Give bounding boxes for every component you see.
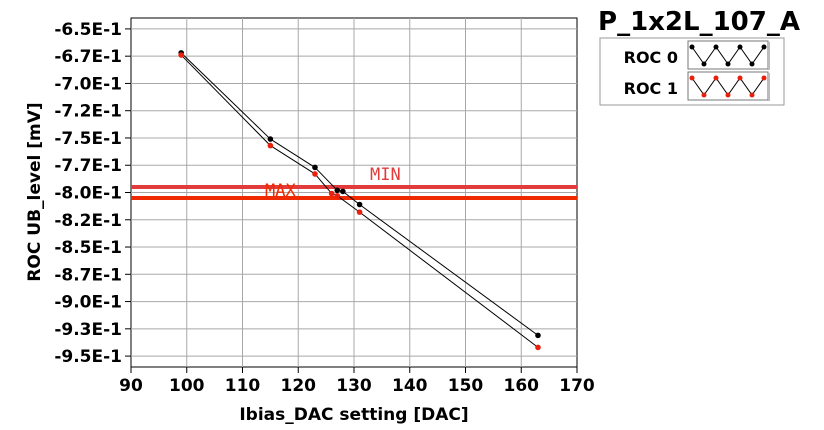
- x-tick-label: 130: [336, 376, 372, 396]
- legend-swatch-point-1: [701, 92, 707, 98]
- series-0-point: [334, 187, 341, 194]
- x-axis: 90 100 110 120 130 140 150 160 170: [119, 367, 595, 396]
- chart-title: P_1x2L_107_A: [598, 7, 800, 37]
- legend-swatch-point-0: [761, 44, 767, 50]
- legend-swatch-point-1: [689, 75, 695, 81]
- x-tick-label: 90: [119, 376, 143, 396]
- x-tick-label: 160: [504, 376, 540, 396]
- series-0-segment: [359, 204, 539, 336]
- series-1-point: [178, 52, 184, 58]
- series-1-point: [267, 142, 274, 149]
- x-tick-label: 140: [392, 376, 428, 396]
- legend-label-1: ROC 1: [624, 79, 678, 98]
- legend-label-0: ROC 0: [624, 48, 678, 67]
- y-tick-label: -6.7E-1: [54, 47, 122, 67]
- threshold-label-min: MIN: [370, 165, 401, 185]
- series-1-segment: [359, 211, 539, 348]
- legend-swatch-point-1: [749, 92, 755, 98]
- legend-swatch-point-1: [713, 75, 719, 81]
- series-0-segment: [180, 52, 271, 140]
- y-tick-label: -7.0E-1: [54, 74, 122, 94]
- series-0-point: [267, 136, 274, 142]
- x-tick-label: 170: [559, 376, 595, 396]
- y-tick-label: -7.2E-1: [54, 102, 122, 122]
- y-axis-title: ROC UB_level [mV]: [25, 102, 45, 281]
- legend-swatch-point-0: [737, 44, 743, 50]
- series-1-segment: [180, 54, 271, 146]
- y-axis: -6.5E-1 -6.7E-1 -7.0E-1 -7.2E-1 -7.5E-1 -7.7E…: [54, 20, 131, 367]
- series-0-segment: [342, 191, 360, 205]
- legend-swatch-point-1: [761, 75, 767, 81]
- series-0: [178, 50, 541, 339]
- y-tick-label: -9.0E-1: [54, 293, 122, 313]
- series-1-segment: [270, 145, 316, 175]
- legend-swatch-point-0: [689, 44, 695, 50]
- x-tick-label: 100: [169, 376, 205, 396]
- legend-swatch-point-1: [737, 75, 743, 81]
- x-tick-label: 150: [448, 376, 484, 396]
- y-tick-label: -7.7E-1: [54, 156, 122, 176]
- y-tick-label: -6.5E-1: [54, 20, 122, 40]
- series-0-point: [340, 188, 346, 195]
- series-1-point: [328, 190, 335, 197]
- y-tick-label: -9.5E-1: [54, 347, 122, 367]
- legend-swatch-point-0: [749, 61, 755, 67]
- series-0-point: [535, 332, 541, 339]
- series-1-point: [312, 171, 318, 177]
- x-axis-title: Ibias_DAC setting [DAC]: [239, 405, 468, 425]
- series-0-segment: [314, 167, 338, 191]
- series-1-segment: [336, 195, 360, 213]
- y-tick-label: -8.2E-1: [54, 211, 122, 231]
- y-tick-label: -7.5E-1: [54, 129, 122, 149]
- y-tick-label: -9.3E-1: [54, 320, 122, 340]
- y-tick-label: -8.7E-1: [54, 265, 122, 285]
- x-tick-label: 120: [281, 376, 317, 396]
- series-group: [178, 50, 541, 351]
- series-1-point: [334, 192, 341, 199]
- legend-swatch-point-0: [725, 61, 731, 67]
- legend-swatch-point-1: [725, 92, 731, 98]
- x-tick-label: 110: [225, 376, 261, 396]
- threshold-label-max: MAX: [265, 181, 296, 201]
- y-tick-label: -8.5E-1: [54, 238, 122, 258]
- series-0-point: [312, 164, 318, 171]
- series-1-segment: [314, 173, 333, 194]
- series-1: [178, 52, 541, 351]
- series-1-point: [535, 344, 541, 351]
- legend-swatch-point-0: [713, 44, 719, 50]
- series-0-point: [356, 201, 363, 208]
- series-0-segment: [270, 138, 316, 168]
- y-tick-label: -8.0E-1: [54, 184, 122, 204]
- threshold-lines: MIN MAX: [131, 165, 577, 201]
- series-1-point: [356, 209, 363, 215]
- legend-swatch-point-0: [701, 61, 707, 67]
- grid: [131, 18, 577, 367]
- legend: ROC 0 ROC 1: [599, 37, 785, 106]
